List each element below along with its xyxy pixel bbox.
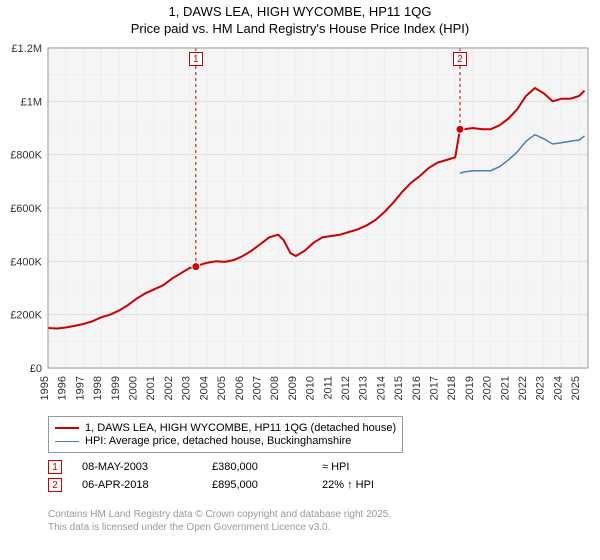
chart-svg: £0 £200K £400K £600K £800K £1M £1.2M 1995 1996 19… bbox=[0, 0, 600, 420]
svg-text:2025: 2025 bbox=[570, 376, 582, 400]
svg-text:2013: 2013 bbox=[358, 376, 370, 400]
svg-text:1997: 1997 bbox=[74, 376, 86, 400]
svg-text:2021: 2021 bbox=[499, 376, 511, 400]
sales-marker-box: 1 bbox=[48, 460, 62, 474]
svg-text:2002: 2002 bbox=[163, 376, 175, 400]
svg-text:2009: 2009 bbox=[287, 376, 299, 400]
svg-text:2019: 2019 bbox=[464, 376, 476, 400]
sales-row: 2 06-APR-2018£895,00022% ↑ HPI bbox=[48, 478, 374, 492]
svg-text:2024: 2024 bbox=[552, 376, 564, 400]
svg-text:2012: 2012 bbox=[340, 376, 352, 400]
legend-label: HPI: Average price, detached house, Buck… bbox=[85, 435, 351, 447]
footer-line1: Contains HM Land Registry data © Crown c… bbox=[48, 508, 391, 521]
svg-text:£600K: £600K bbox=[10, 203, 42, 215]
svg-text:2000: 2000 bbox=[128, 376, 140, 400]
svg-text:2016: 2016 bbox=[411, 376, 423, 400]
svg-text:2001: 2001 bbox=[145, 376, 157, 400]
svg-text:1995: 1995 bbox=[39, 376, 51, 400]
sale-marker-2: 2 bbox=[453, 52, 467, 66]
sales-date: 08-MAY-2003 bbox=[82, 461, 212, 473]
svg-text:£0: £0 bbox=[30, 363, 42, 375]
chart-container: 1, DAWS LEA, HIGH WYCOMBE, HP11 1QG Pric… bbox=[0, 0, 600, 560]
svg-text:1996: 1996 bbox=[57, 376, 69, 400]
legend-swatch bbox=[55, 427, 79, 429]
sale-marker-1: 1 bbox=[189, 52, 203, 66]
svg-text:2023: 2023 bbox=[535, 376, 547, 400]
svg-text:£400K: £400K bbox=[10, 256, 42, 268]
sales-price: £380,000 bbox=[212, 461, 322, 473]
svg-text:£200K: £200K bbox=[10, 310, 42, 322]
svg-text:1999: 1999 bbox=[110, 376, 122, 400]
svg-text:2017: 2017 bbox=[429, 376, 441, 400]
svg-text:1998: 1998 bbox=[92, 376, 104, 400]
svg-text:2015: 2015 bbox=[393, 376, 405, 400]
svg-text:2018: 2018 bbox=[446, 376, 458, 400]
svg-text:2003: 2003 bbox=[181, 376, 193, 400]
footer-line2: This data is licensed under the Open Gov… bbox=[48, 521, 391, 534]
legend-item: 1, DAWS LEA, HIGH WYCOMBE, HP11 1QG (det… bbox=[55, 422, 396, 434]
svg-text:2007: 2007 bbox=[251, 376, 263, 400]
svg-text:2010: 2010 bbox=[305, 376, 317, 400]
sales-delta: ≈ HPI bbox=[322, 461, 349, 473]
sales-marker-box: 2 bbox=[48, 478, 62, 492]
footer-attribution: Contains HM Land Registry data © Crown c… bbox=[48, 508, 391, 534]
svg-text:2004: 2004 bbox=[198, 376, 210, 400]
sales-price: £895,000 bbox=[212, 479, 322, 491]
svg-text:£1.2M: £1.2M bbox=[11, 43, 42, 55]
legend-label: 1, DAWS LEA, HIGH WYCOMBE, HP11 1QG (det… bbox=[85, 422, 396, 434]
svg-text:2011: 2011 bbox=[322, 376, 334, 400]
legend-item: HPI: Average price, detached house, Buck… bbox=[55, 435, 396, 447]
sales-delta: 22% ↑ HPI bbox=[322, 479, 374, 491]
svg-text:2014: 2014 bbox=[375, 376, 387, 400]
svg-text:2006: 2006 bbox=[234, 376, 246, 400]
sales-row: 1 08-MAY-2003£380,000≈ HPI bbox=[48, 460, 374, 474]
sales-date: 06-APR-2018 bbox=[82, 479, 212, 491]
svg-text:£1M: £1M bbox=[21, 96, 42, 108]
svg-text:2008: 2008 bbox=[269, 376, 281, 400]
svg-text:2020: 2020 bbox=[482, 376, 494, 400]
svg-text:£800K: £800K bbox=[10, 150, 42, 162]
legend-swatch bbox=[55, 441, 79, 442]
legend: 1, DAWS LEA, HIGH WYCOMBE, HP11 1QG (det… bbox=[48, 416, 403, 453]
svg-text:2022: 2022 bbox=[517, 376, 529, 400]
sales-table: 1 08-MAY-2003£380,000≈ HPI 2 06-APR-2018£89… bbox=[48, 460, 374, 496]
svg-text:2005: 2005 bbox=[216, 376, 228, 400]
